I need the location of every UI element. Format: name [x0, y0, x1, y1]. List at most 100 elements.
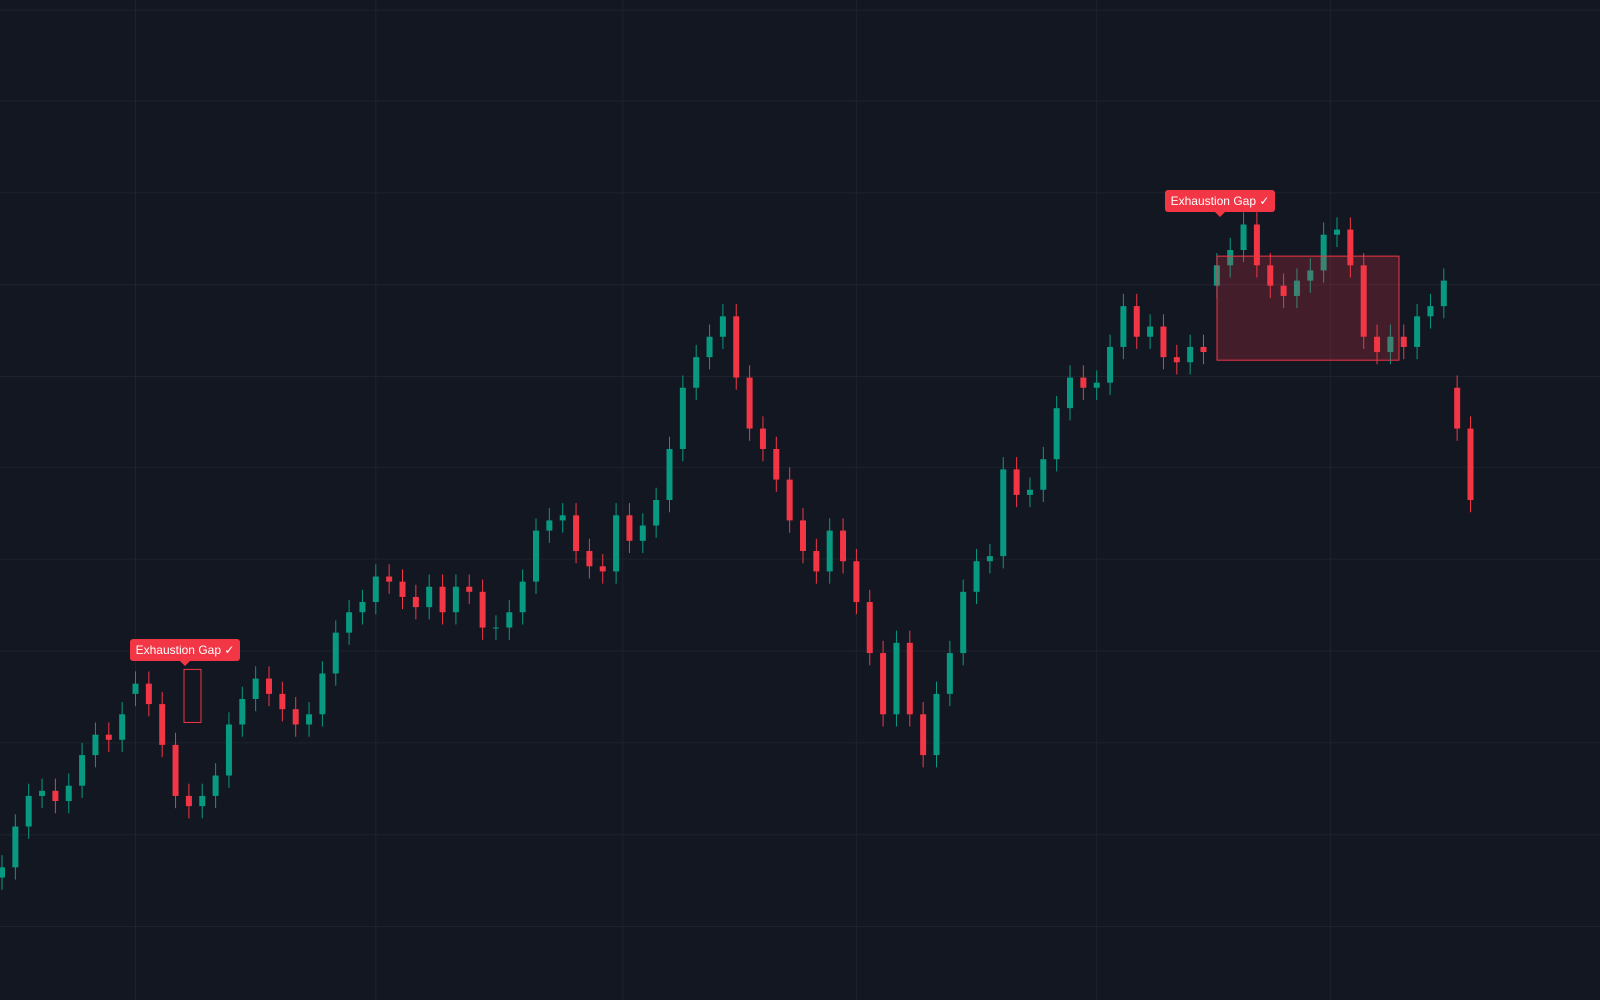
candle-body: [653, 500, 660, 526]
candle-body: [0, 867, 5, 878]
candle-body: [933, 693, 940, 756]
candle-body: [1400, 336, 1407, 347]
candle-body: [346, 612, 353, 633]
candle-body: [306, 714, 313, 725]
candle-body: [239, 698, 246, 725]
candle-body: [1267, 265, 1274, 286]
candle-body: [1427, 306, 1434, 317]
candle-body: [1347, 229, 1354, 266]
candle-body: [52, 790, 59, 802]
candle-body: [1334, 229, 1340, 235]
candle-body: [960, 591, 967, 654]
candle-body: [426, 586, 433, 608]
candle-body: [559, 515, 566, 521]
annotation-pointer: [1215, 212, 1225, 217]
candle-body: [786, 479, 793, 521]
candle-body: [212, 775, 219, 796]
candle-body: [693, 357, 700, 388]
candle-body: [1320, 234, 1327, 271]
candle-body: [1253, 224, 1260, 266]
candle-body: [1374, 336, 1381, 353]
candle-body: [906, 642, 913, 715]
candle-body: [1307, 270, 1314, 281]
candle-body: [1414, 316, 1421, 347]
candle-body: [1240, 224, 1247, 250]
gap-zone: [183, 668, 202, 723]
candle-body: [466, 586, 473, 592]
candle-body: [639, 525, 646, 541]
annotation-pointer: [180, 661, 190, 666]
candle-body: [853, 561, 860, 603]
candle-body: [1107, 346, 1114, 383]
candle-body: [533, 530, 539, 582]
annotations: Exhaustion Gap ✓ Exhaustion Gap ✓: [130, 190, 1400, 723]
candle-body: [332, 632, 339, 674]
annotation-badge: [130, 639, 240, 661]
candle-body: [199, 795, 206, 807]
candle-body: [372, 576, 379, 603]
candle-body: [599, 566, 606, 572]
candle-body: [185, 795, 192, 807]
candle-body: [706, 336, 713, 358]
candle-body: [39, 790, 46, 796]
candle-body: [800, 520, 806, 552]
candle-body: [679, 387, 686, 449]
candle-body: [1440, 280, 1447, 307]
candle-body: [733, 316, 740, 378]
candle-body: [586, 551, 593, 567]
candle-body: [813, 551, 820, 572]
candle-body: [920, 714, 927, 756]
candle-body: [840, 530, 847, 562]
candle-body: [292, 709, 299, 725]
candle-body: [319, 673, 326, 715]
candle-body: [1147, 326, 1154, 337]
candle-body: [1293, 280, 1300, 296]
candle-body: [1053, 408, 1060, 460]
candle-body: [893, 642, 900, 715]
candle-body: [746, 377, 753, 429]
annotation-label: Exhaustion Gap ✓: [1171, 194, 1270, 208]
candle-body: [119, 714, 126, 740]
candle-body: [1133, 306, 1140, 337]
candle-body: [880, 653, 887, 715]
candle-body: [719, 316, 726, 337]
candle-body: [573, 515, 580, 552]
candle-body: [626, 515, 633, 541]
candle-body: [1080, 377, 1087, 388]
candle-body: [65, 785, 72, 802]
candle-body: [1093, 382, 1100, 388]
candle-body: [386, 576, 393, 582]
annotation-badge: [1165, 190, 1275, 212]
candle-body: [399, 581, 406, 597]
candle-body: [1454, 387, 1461, 429]
candles: [0, 212, 1474, 890]
candle-body: [506, 612, 513, 628]
candle-body: [105, 734, 112, 740]
gap-zone: [1216, 255, 1400, 361]
candle-body: [25, 795, 32, 827]
candle-body: [492, 627, 499, 629]
candle-body: [973, 561, 980, 592]
candle-body: [172, 744, 179, 796]
candle-body: [759, 428, 766, 449]
candle-body: [266, 678, 272, 694]
candle-body: [439, 586, 446, 613]
candle-body: [1200, 346, 1207, 353]
candle-body: [986, 556, 993, 562]
candle-body: [1173, 357, 1180, 363]
candle-body: [1360, 265, 1367, 337]
candle-body: [252, 678, 259, 699]
candle-body: [826, 530, 833, 572]
candle-body: [946, 653, 953, 694]
annotation-label: Exhaustion Gap ✓: [136, 643, 235, 657]
candle-body: [1013, 469, 1020, 495]
candle-body: [1120, 306, 1127, 347]
candle-body: [412, 596, 419, 608]
candle-body: [92, 734, 99, 756]
candle-body: [279, 693, 286, 710]
candle-body: [452, 586, 459, 613]
candle-body: [225, 724, 232, 776]
